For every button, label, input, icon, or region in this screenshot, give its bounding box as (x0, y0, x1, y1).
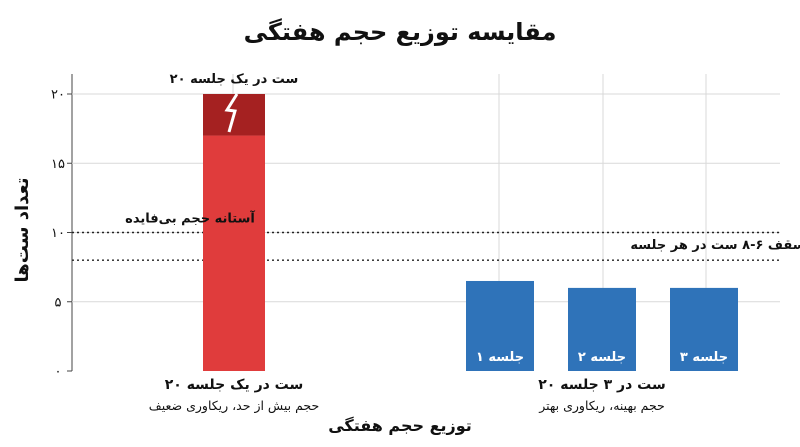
bar-session-1 (466, 280, 534, 371)
reference-line-label-0: آستانه حجم بی‌فایده (125, 210, 255, 227)
bar-session-2-label: جلسه ۲ (578, 350, 626, 365)
category-label-1: ۲۰ ست در ۳ جلسه (538, 377, 666, 393)
bar-session-3-label: جلسه ۳ (680, 350, 728, 365)
x-axis-label: توزیع حجم هفتگی (328, 416, 472, 435)
labels: ۰ ۵ ۱۰ ۱۵ ۲۰ آستانه حجم بی‌فایده سقف ۶-۸ ست در… (51, 72, 800, 414)
y-axis-label: تعداد ست‌ها (12, 178, 33, 283)
reference-line-label-1: سقف ۶-۸ ست در هر جلسه (630, 238, 800, 253)
bar-session-2 (568, 287, 636, 371)
y-tick-label-1: ۵ (55, 295, 62, 310)
category-label-0: ۲۰ ست در یک جلسه (165, 377, 304, 393)
bar-top-annotation: ۲۰ ست در یک جلسه (170, 72, 299, 87)
crack-icon (224, 93, 239, 133)
y-tick-label-3: ۱۵ (51, 157, 65, 172)
chart-title: مقایسه توزیع حجم هفتگی (244, 18, 557, 46)
bar-session-1-label: جلسه ۱ (476, 350, 524, 365)
bars (203, 93, 738, 371)
bar-single-session (203, 135, 265, 371)
reference-lines (72, 231, 780, 261)
bar-session-3 (670, 287, 738, 371)
y-tick-label-4: ۲۰ (51, 88, 65, 103)
category-sublabel-0: حجم بیش از حد، ریکاوری ضعیف (149, 398, 319, 414)
category-sublabel-1: حجم بهینه، ریکاوری بهتر (538, 398, 665, 414)
y-tick-label-0: ۰ (55, 365, 62, 380)
y-tick-label-2: ۱۰ (51, 226, 65, 241)
